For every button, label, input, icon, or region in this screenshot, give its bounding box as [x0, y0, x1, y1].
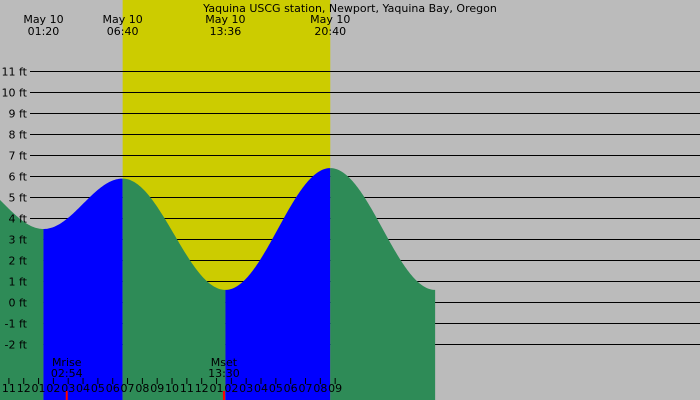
tide-event-time: 01:20 [28, 25, 60, 38]
tide-event-time: 13:36 [210, 25, 242, 38]
height-tick-label: 2 ft [9, 255, 28, 268]
height-tick-label: 9 ft [9, 108, 28, 121]
hour-tick-label: 10 [165, 382, 179, 395]
hour-tick-label: 02 [224, 382, 238, 395]
chart-title: Yaquina USCG station, Newport, Yaquina B… [202, 2, 497, 15]
tide-event-time: 20:40 [314, 25, 346, 38]
tide-event-time: 06:40 [107, 25, 139, 38]
falling-tide-segment [122, 178, 226, 400]
hour-tick-label: 03 [239, 382, 253, 395]
hour-tick-label: 11 [2, 382, 16, 395]
rising-tide-segment [225, 168, 331, 400]
hour-tick-label: 06 [284, 382, 298, 395]
tide-event-date: May 10 [103, 13, 143, 26]
rising-tide-segment [43, 178, 123, 400]
hour-tick-label: 04 [254, 382, 268, 395]
hour-tick-label: 05 [91, 382, 105, 395]
hour-tick-label: 09 [150, 382, 164, 395]
height-tick-label: -1 ft [5, 318, 28, 331]
hour-tick-label: 07 [121, 382, 135, 395]
moon-event-label: Mrise [52, 356, 82, 369]
height-tick-label: 11 ft [2, 66, 28, 79]
tide-event-date: May 10 [23, 13, 63, 26]
height-tick-label: 7 ft [9, 150, 28, 163]
height-tick-label: 3 ft [9, 234, 28, 247]
hour-tick-label: 07 [299, 382, 313, 395]
height-tick-label: 1 ft [9, 276, 28, 289]
hour-tick-label: 02 [46, 382, 60, 395]
height-tick-label: 0 ft [9, 297, 28, 310]
tide-event-date: May 10 [205, 13, 245, 26]
moon-event-label: Mset [211, 356, 238, 369]
tide-event-date: May 10 [310, 13, 350, 26]
height-axis-labels: -2 ft -1 ft 0 ft 1 ft 2 ft 3 ft 4 ft 5 ft 6 ft 7 … [2, 66, 28, 352]
hour-tick-label: 04 [76, 382, 90, 395]
height-tick-label: 8 ft [9, 129, 28, 142]
hour-axis-labels: 11 12 01 02 03 04 05 06 07 08 09 10 11 12 01 02 03 04 05 06… [2, 378, 342, 395]
moon-event-time: 13:30 [208, 367, 240, 380]
hour-tick-label: 08 [313, 382, 327, 395]
hour-tick-label: 09 [328, 382, 342, 395]
height-tick-label: 10 ft [2, 87, 28, 100]
hour-tick-label: 11 [180, 382, 194, 395]
moon-event-time: 02:54 [51, 367, 83, 380]
hour-tick-label: 12 [195, 382, 209, 395]
hour-tick-label: 01 [32, 382, 46, 395]
height-tick-label: 6 ft [9, 171, 28, 184]
tide-curve-area [0, 168, 436, 400]
falling-tide-segment [0, 199, 44, 400]
height-tick-label: -2 ft [5, 339, 28, 352]
hour-tick-label: 03 [61, 382, 75, 395]
hour-tick-label: 01 [210, 382, 224, 395]
height-tick-label: 4 ft [9, 213, 28, 226]
falling-tide-segment [330, 168, 436, 400]
hour-tick-label: 08 [135, 382, 149, 395]
hour-tick-label: 06 [106, 382, 120, 395]
hour-tick-label: 12 [17, 382, 31, 395]
height-tick-label: 5 ft [9, 192, 28, 205]
hour-tick-label: 05 [269, 382, 283, 395]
